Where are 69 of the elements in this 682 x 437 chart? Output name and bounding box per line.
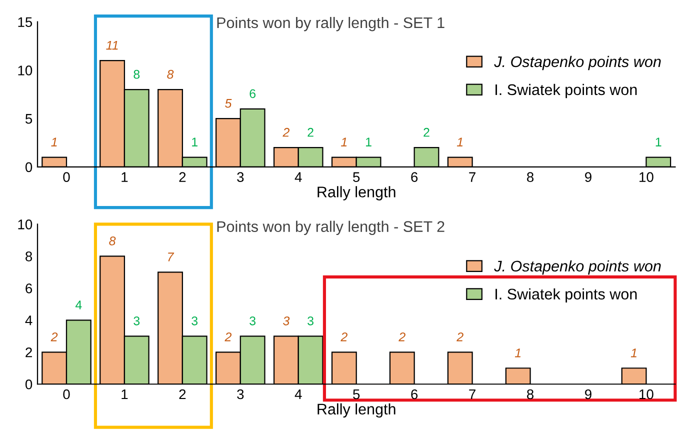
- data-label: 2: [50, 332, 58, 342]
- data-label: 3: [192, 316, 198, 326]
- data-label: 3: [283, 316, 290, 326]
- x-tick-label: 7: [469, 172, 476, 182]
- data-label: 1: [514, 348, 520, 358]
- x-tick-label: 0: [63, 389, 70, 400]
- data-label: 1: [656, 138, 662, 146]
- x-tick-label: 7: [469, 389, 476, 400]
- x-tick-label: 6: [411, 389, 418, 400]
- x-axis-title: Rally length: [318, 403, 396, 418]
- y-tick-label: 2: [26, 347, 32, 358]
- data-label: 2: [308, 128, 314, 137]
- data-label: 5: [225, 99, 232, 108]
- y-tick-label: 4: [25, 316, 32, 326]
- x-tick-label: 5: [353, 172, 360, 182]
- y-tick-label: 6: [26, 283, 32, 294]
- x-tick-label: 2: [179, 172, 186, 182]
- data-label: 1: [341, 138, 347, 146]
- data-label: 2: [340, 332, 348, 342]
- data-label: 1: [192, 138, 198, 146]
- x-tick-label: 4: [294, 172, 302, 182]
- data-label: 2: [224, 332, 232, 342]
- data-label: 1: [630, 348, 636, 358]
- x-tick-label: 1: [122, 389, 128, 400]
- x-tick-label: 9: [585, 389, 592, 400]
- y-tick-label: 5: [25, 114, 32, 124]
- x-tick-label: 3: [237, 172, 244, 182]
- y-tick-label: 15: [18, 17, 32, 28]
- x-tick-label: 0: [63, 172, 70, 182]
- x-axis-title: Rally length: [318, 186, 396, 200]
- legend-label: I. Swiatek points won: [496, 84, 637, 98]
- data-label: 1: [51, 138, 57, 146]
- x-tick-label: 1: [122, 172, 128, 182]
- x-tick-label: 2: [179, 389, 186, 400]
- data-label: 2: [282, 128, 290, 137]
- data-label: 8: [134, 70, 140, 79]
- x-tick-label: 8: [526, 172, 534, 182]
- data-label: 3: [250, 316, 256, 326]
- chart-title: Points won by rally length - SET 1: [217, 16, 444, 32]
- x-tick-label: 8: [526, 389, 534, 400]
- x-tick-label: 10: [640, 172, 654, 182]
- data-label: 2: [456, 332, 464, 342]
- y-tick-label: 0: [25, 379, 32, 390]
- data-label: 4: [75, 300, 82, 310]
- data-label: 1: [456, 138, 463, 146]
- data-label: 8: [109, 236, 116, 246]
- data-label: 11: [106, 41, 118, 50]
- x-tick-label: 6: [411, 172, 418, 182]
- chart-title: Points won by rally length - SET 2: [217, 220, 444, 236]
- data-label: 2: [398, 332, 406, 342]
- y-tick-label: 0: [25, 162, 32, 172]
- y-tick-label: 8: [26, 252, 32, 262]
- x-tick-label: 4: [294, 389, 302, 400]
- data-label: 1: [366, 138, 372, 146]
- y-tick-label: 10: [18, 66, 32, 76]
- data-label: 6: [250, 89, 256, 98]
- x-tick-label: 5: [353, 389, 360, 400]
- data-label: 3: [134, 316, 140, 326]
- y-tick-label: 10: [18, 220, 32, 230]
- data-label: 2: [424, 128, 430, 137]
- x-tick-label: 3: [237, 389, 244, 400]
- data-label: 3: [308, 316, 314, 326]
- legend-label: I. Swiatek points won: [496, 288, 637, 303]
- data-label: 7: [168, 252, 174, 262]
- x-tick-label: 10: [640, 389, 654, 400]
- data-label: 8: [167, 70, 174, 79]
- x-tick-label: 9: [585, 172, 592, 182]
- legend-label: J. Ostapenko points won: [494, 56, 661, 70]
- legend-label: J. Ostapenko points won: [494, 260, 661, 275]
